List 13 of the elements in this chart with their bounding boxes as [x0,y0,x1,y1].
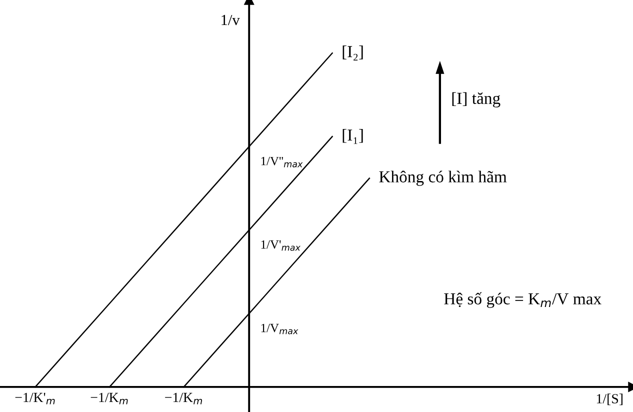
y-axis-title: 1/v [222,14,240,26]
annotation: Hệ số góc = K$_{m}$/V max [444,292,602,308]
series-label: Không có kìm hãm [379,170,507,186]
annotation: 1/V''$_{max}$ [261,156,303,168]
x-tick-label: −1/K$_{m}$ [165,392,202,404]
annotation: [I] tăng [452,92,500,108]
annotation: 1/V'$_{max}$ [261,240,301,251]
x-tick-label: −1/K'$_{m}$ [15,392,55,404]
series-label: [I₁] [342,128,363,144]
annotation: 1/V$_{max}$ [261,324,298,334]
x-axis-title: 1/[S] [596,394,622,406]
x-tick-label: −1/K$_{m}$ [90,392,128,404]
series-label: [I₂] [342,46,363,60]
